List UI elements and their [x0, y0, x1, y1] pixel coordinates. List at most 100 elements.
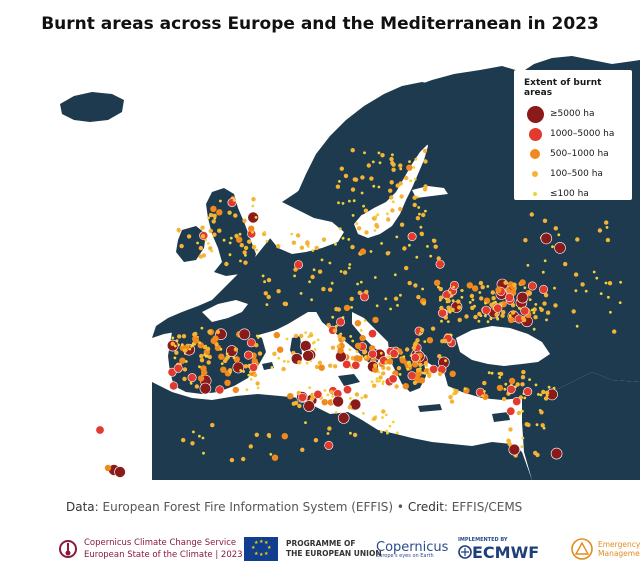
- fire-marker: [423, 159, 428, 164]
- fire-marker: [469, 293, 475, 299]
- aegean-sea: [422, 360, 446, 390]
- fire-marker: [452, 285, 455, 289]
- fire-marker: [466, 282, 473, 289]
- fire-marker: [389, 307, 392, 311]
- ecmwf-pre: IMPLEMENTED BY: [458, 536, 508, 543]
- fire-marker: [287, 393, 294, 400]
- fire-marker: [386, 358, 394, 365]
- fire-marker: [430, 326, 436, 331]
- fire-marker: [293, 400, 299, 406]
- fire-marker: [537, 393, 540, 396]
- fire-marker: [255, 334, 259, 338]
- fire-marker: [171, 336, 175, 340]
- fire-marker: [233, 213, 238, 218]
- fire-marker: [199, 358, 205, 363]
- fire-marker: [324, 440, 334, 450]
- legend-item-5000: ≥5000 ha: [524, 104, 624, 124]
- fire-marker: [373, 276, 377, 279]
- legend-swatch-500: [530, 149, 540, 159]
- fire-marker: [408, 160, 411, 163]
- fire-marker: [348, 348, 352, 351]
- fire-marker: [331, 395, 334, 398]
- fire-marker: [419, 231, 424, 236]
- fire-marker: [359, 248, 367, 255]
- source-line: Data: European Forest Fire Information S…: [66, 500, 523, 514]
- fire-marker: [402, 246, 407, 251]
- fire-marker: [310, 274, 315, 280]
- fire-marker: [354, 342, 362, 349]
- fire-marker: [429, 254, 433, 258]
- fire-marker: [222, 358, 228, 364]
- fire-marker: [251, 230, 254, 234]
- fire-marker: [372, 383, 377, 388]
- fire-marker: [331, 315, 335, 319]
- fire-marker: [597, 228, 603, 233]
- credit-value: EFFIS/CEMS: [451, 500, 523, 514]
- fire-marker: [432, 238, 437, 243]
- fire-marker: [424, 209, 427, 213]
- legend-item-lt100: ≤100 ha: [524, 184, 624, 204]
- fire-marker: [531, 308, 534, 312]
- fire-marker: [563, 261, 568, 267]
- fire-marker: [553, 226, 558, 231]
- fire-marker: [483, 390, 486, 393]
- fire-marker: [435, 259, 445, 269]
- fire-marker: [503, 280, 508, 285]
- fire-marker: [538, 284, 548, 294]
- emergency-icon: [571, 538, 593, 560]
- fire-marker: [381, 382, 385, 386]
- fire-marker: [347, 238, 351, 241]
- legend-label: ≤100 ha: [550, 189, 589, 199]
- fire-marker: [266, 433, 272, 438]
- fire-marker: [395, 235, 399, 239]
- fire-marker: [495, 286, 502, 294]
- fire-marker: [399, 293, 402, 297]
- fire-marker: [535, 423, 539, 427]
- fire-marker: [181, 437, 186, 443]
- fire-marker: [336, 317, 346, 327]
- fire-marker: [552, 386, 556, 390]
- fire-marker: [413, 283, 418, 288]
- fire-marker: [326, 322, 331, 328]
- fire-marker: [580, 282, 585, 287]
- fire-marker: [411, 361, 419, 368]
- legend-item-100: 100–500 ha: [524, 164, 624, 184]
- fire-marker: [329, 389, 334, 395]
- ecmwf-globe-icon: [458, 545, 472, 559]
- fire-marker: [206, 360, 211, 365]
- fire-marker: [520, 306, 530, 316]
- fire-marker: [482, 393, 489, 400]
- fire-marker: [228, 253, 232, 257]
- fire-marker: [364, 289, 369, 295]
- fire-marker: [471, 285, 479, 292]
- legend-swatch-100: [532, 171, 538, 177]
- fire-marker: [297, 403, 302, 409]
- fire-marker: [372, 184, 376, 188]
- fire-marker: [377, 185, 381, 189]
- fire-marker: [265, 239, 269, 243]
- fire-marker: [349, 431, 352, 435]
- fire-marker: [385, 251, 390, 256]
- fire-marker: [396, 304, 399, 307]
- eu-logo: ★ ★ ★ ★ ★ ★ ★ ★ PROGRAMME OF THE EUROPEAN UN…: [244, 532, 382, 566]
- fire-marker: [170, 341, 175, 346]
- fire-marker: [411, 345, 417, 351]
- fire-marker: [227, 210, 232, 215]
- fire-marker: [604, 281, 608, 285]
- fire-marker: [352, 199, 356, 203]
- legend-swatch-5000: [526, 105, 544, 123]
- fire-marker: [449, 399, 455, 404]
- fire-marker: [448, 310, 452, 314]
- fire-marker: [376, 213, 380, 217]
- iceland: [60, 92, 124, 122]
- fire-marker: [456, 299, 461, 304]
- fire-marker: [451, 392, 455, 396]
- fire-marker: [308, 280, 311, 284]
- fire-marker: [190, 344, 193, 348]
- fire-marker: [350, 244, 355, 250]
- fire-marker: [302, 349, 314, 362]
- fire-marker: [501, 396, 507, 402]
- fire-marker: [381, 409, 386, 414]
- copernicus-wordmark: Copernicus: [376, 539, 449, 555]
- fire-marker: [440, 319, 443, 323]
